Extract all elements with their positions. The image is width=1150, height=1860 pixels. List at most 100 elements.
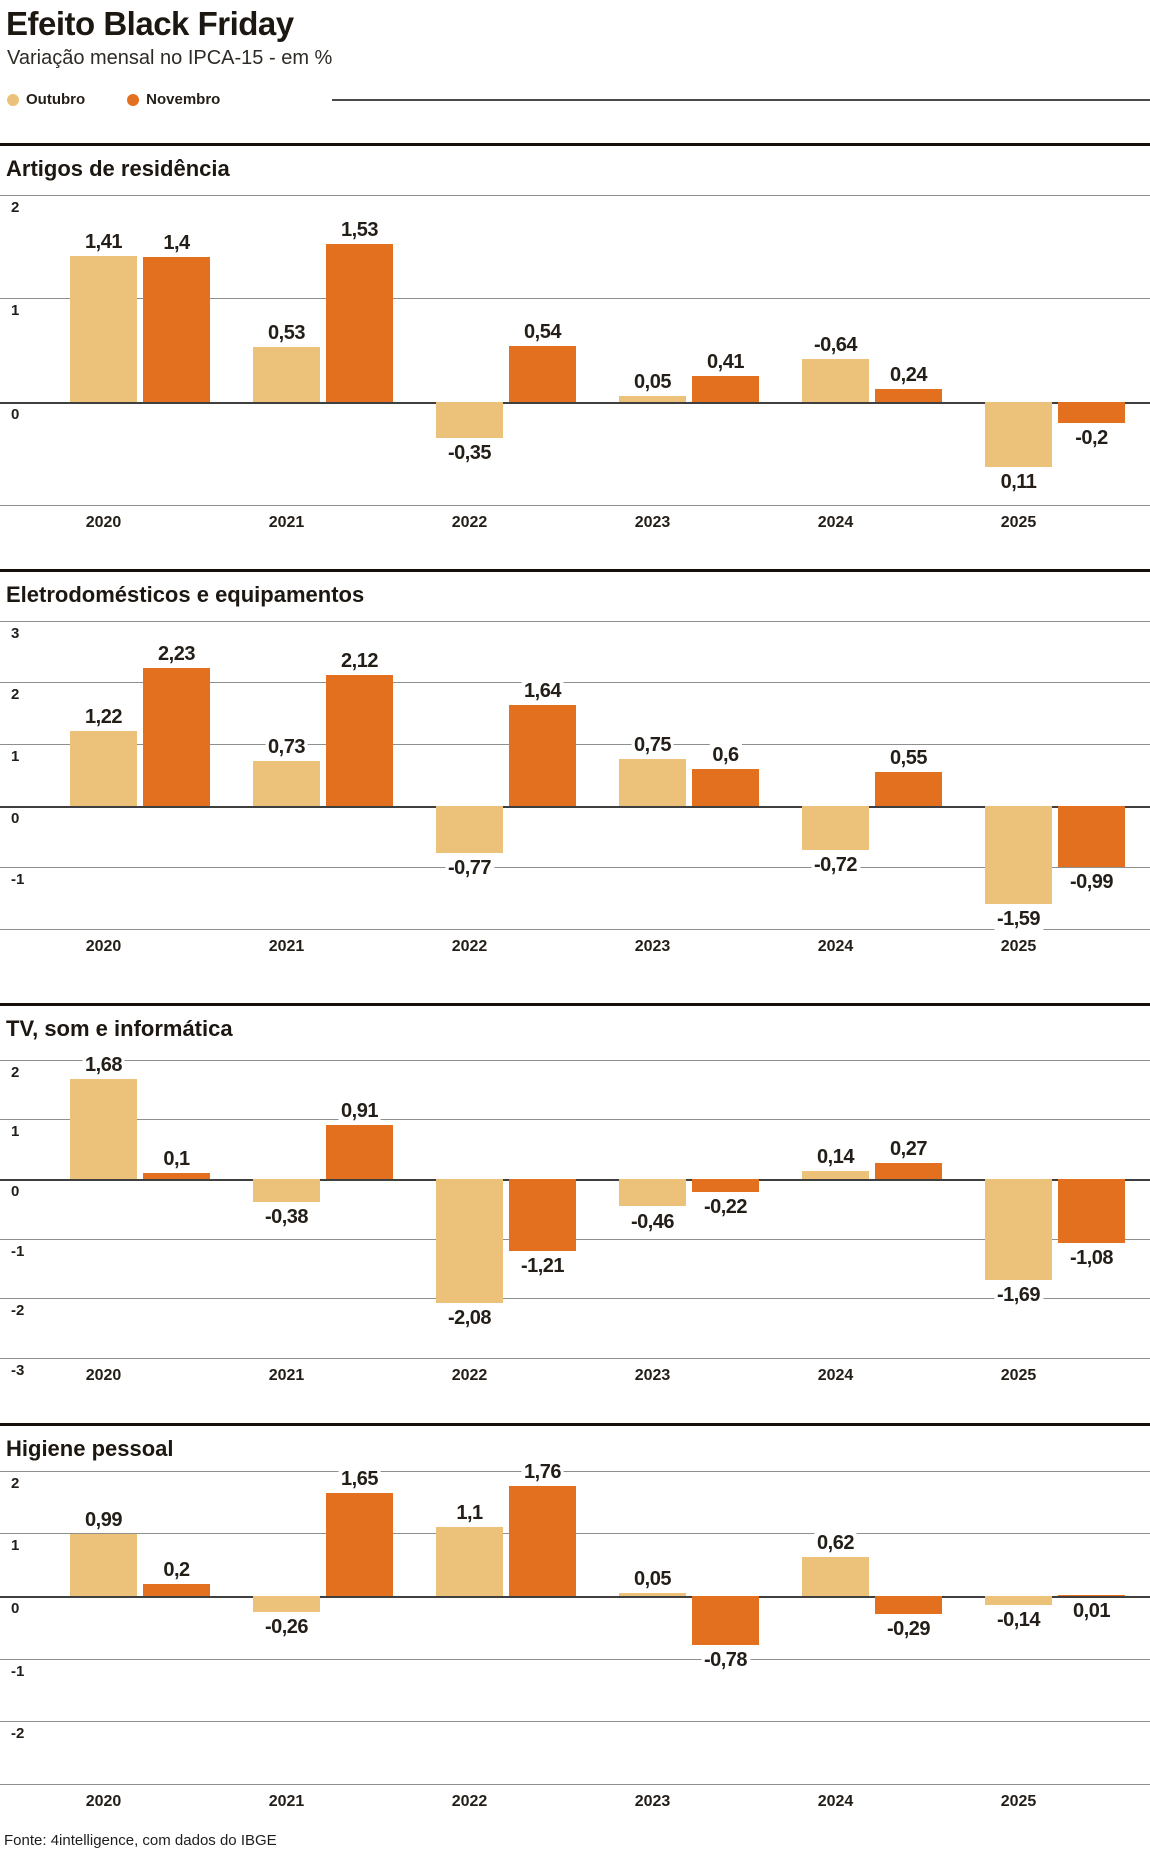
bar-value-label: 1,64 (521, 679, 564, 703)
chart-section-artigos: Artigos de residência 2 1 0 1,41 0,53 -0,35 0,… (0, 155, 1150, 537)
bar-value-label: 0,99 (82, 1509, 125, 1533)
section-divider (0, 1422, 1150, 1426)
bar-novembro-2025 (1058, 1595, 1125, 1597)
bar-value-label: 0,62 (814, 1532, 857, 1556)
bar-outubro-2025 (985, 401, 1052, 467)
zero-axis-line (0, 1596, 1150, 1599)
bar-novembro-2020 (143, 1173, 210, 1180)
gridline (0, 682, 1150, 684)
bar-value-label: -0,29 (883, 1618, 934, 1642)
y-tick-label: 2 (11, 686, 20, 704)
x-tick-label: 2022 (451, 1366, 488, 1384)
bar-novembro-2020 (143, 1583, 210, 1597)
legend: Outubro Novembro (7, 92, 1150, 108)
gridline (0, 1783, 1150, 1785)
y-tick-label: -3 (11, 1361, 25, 1379)
x-tick-label: 2025 (1000, 513, 1037, 531)
infographic-page: Efeito Black Friday Variação mensal no I… (0, 5, 1150, 1860)
bar-outubro-2021 (253, 760, 320, 806)
bar-value-label: 0,24 (887, 364, 930, 388)
bar-novembro-2025 (1058, 1179, 1125, 1244)
y-tick-label: -2 (11, 1725, 25, 1743)
bar-value-label: -0,72 (810, 854, 861, 878)
bar-outubro-2023 (619, 396, 686, 402)
bar-value-label: 0,01 (1070, 1600, 1113, 1624)
y-tick-label: 2 (11, 1474, 20, 1492)
bar-novembro-2021 (326, 243, 393, 402)
chart-title: Artigos de residência (6, 156, 230, 181)
bar-value-label: 1,41 (82, 230, 125, 254)
y-tick-label: 1 (11, 748, 20, 766)
zero-axis-line (0, 401, 1150, 404)
x-tick-label: 2022 (451, 937, 488, 955)
bar-value-label: -2,08 (444, 1307, 495, 1331)
section-divider (0, 1002, 1150, 1006)
bar-value-label: 2,12 (338, 650, 381, 674)
section-divider (0, 568, 1150, 572)
y-tick-label: 0 (11, 809, 20, 827)
bar-novembro-2024 (875, 1596, 942, 1615)
novembro-legend-dot-icon (127, 94, 140, 106)
bar-novembro-2020 (143, 668, 210, 806)
bar-novembro-2024 (875, 1162, 942, 1180)
x-tick-label: 2021 (268, 1366, 305, 1384)
bar-novembro-2020 (143, 256, 210, 402)
y-tick-label: 2 (11, 1063, 20, 1081)
y-tick-label: 1 (11, 1537, 20, 1555)
bar-value-label: 1,4 (160, 231, 193, 255)
bar-novembro-2024 (875, 389, 942, 402)
x-tick-label: 2020 (85, 513, 122, 531)
y-tick-label: 1 (11, 302, 20, 320)
gridline (0, 1119, 1150, 1121)
bar-novembro-2023 (692, 1179, 759, 1193)
gridline (0, 1721, 1150, 1723)
bar-novembro-2021 (326, 1124, 393, 1180)
bar-outubro-2024 (802, 1557, 869, 1597)
gridline (0, 504, 1150, 506)
bar-value-label: 1,22 (82, 705, 125, 729)
chart-section-higiene: Higiene pessoal 2 1 0 -1 -2 0,99 -0,26 1,1 0,05 0… (0, 1435, 1150, 1816)
bar-novembro-2025 (1058, 805, 1125, 867)
bar-outubro-2023 (619, 1179, 686, 1207)
bar-outubro-2022 (436, 401, 503, 438)
y-tick-label: -2 (11, 1302, 25, 1320)
y-tick-label: -1 (11, 1242, 25, 1260)
gridline (0, 1059, 1150, 1061)
x-tick-label: 2020 (85, 937, 122, 955)
bar-novembro-2022 (509, 345, 576, 402)
y-tick-label: 1 (11, 1123, 20, 1141)
header-rule (332, 99, 1150, 101)
gridline (0, 620, 1150, 622)
chart-section-tv-som-informatica: TV, som e informática 2 1 0 -1 -2 -3 1,68 -0,38… (0, 1015, 1150, 1390)
source-note: Fonte: 4intelligence, com dados do IBGE (4, 1831, 277, 1849)
x-tick-label: 2024 (817, 1792, 854, 1810)
bar-value-label: -0,2 (1072, 427, 1111, 451)
gridline (0, 195, 1150, 196)
x-tick-label: 2020 (85, 1366, 122, 1384)
bar-outubro-2022 (436, 1179, 503, 1304)
bar-value-label: 1,53 (338, 218, 381, 242)
x-tick-label: 2024 (817, 513, 854, 531)
y-tick-label: 0 (11, 405, 20, 423)
bar-value-label: 0,91 (338, 1099, 381, 1123)
y-tick-label: 0 (11, 1183, 20, 1201)
chart-plot-artigos: 2 1 0 1,41 0,53 -0,35 0,05 -0,64 0,11 1,4 1,53 0,54… (0, 195, 1150, 537)
gridline (0, 1357, 1150, 1359)
y-tick-label: -1 (11, 1662, 25, 1680)
bar-novembro-2021 (326, 1492, 393, 1597)
bar-outubro-2021 (253, 1179, 320, 1202)
section-divider (0, 143, 1150, 146)
bar-value-label: 0,14 (814, 1145, 857, 1169)
y-tick-label: 0 (11, 1600, 20, 1618)
x-tick-label: 2023 (634, 1792, 671, 1810)
chart-plot-tv-som-informatica: 2 1 0 -1 -2 -3 1,68 -0,38 -2,08 -0,46 0,14 -1,69 0,1… (0, 1053, 1150, 1390)
chart-plot-higiene: 2 1 0 -1 -2 0,99 -0,26 1,1 0,05 0,62 -0,14 0,2 1,65 1… (0, 1460, 1150, 1816)
bar-outubro-2025 (985, 1179, 1052, 1280)
x-tick-label: 2020 (85, 1792, 122, 1810)
bar-outubro-2020 (70, 255, 137, 402)
x-tick-label: 2025 (1000, 1792, 1037, 1810)
bar-value-label: 2,23 (155, 643, 198, 667)
bar-value-label: 1,65 (338, 1467, 381, 1491)
bar-value-label: 0,75 (631, 734, 674, 758)
bar-novembro-2021 (326, 675, 393, 806)
